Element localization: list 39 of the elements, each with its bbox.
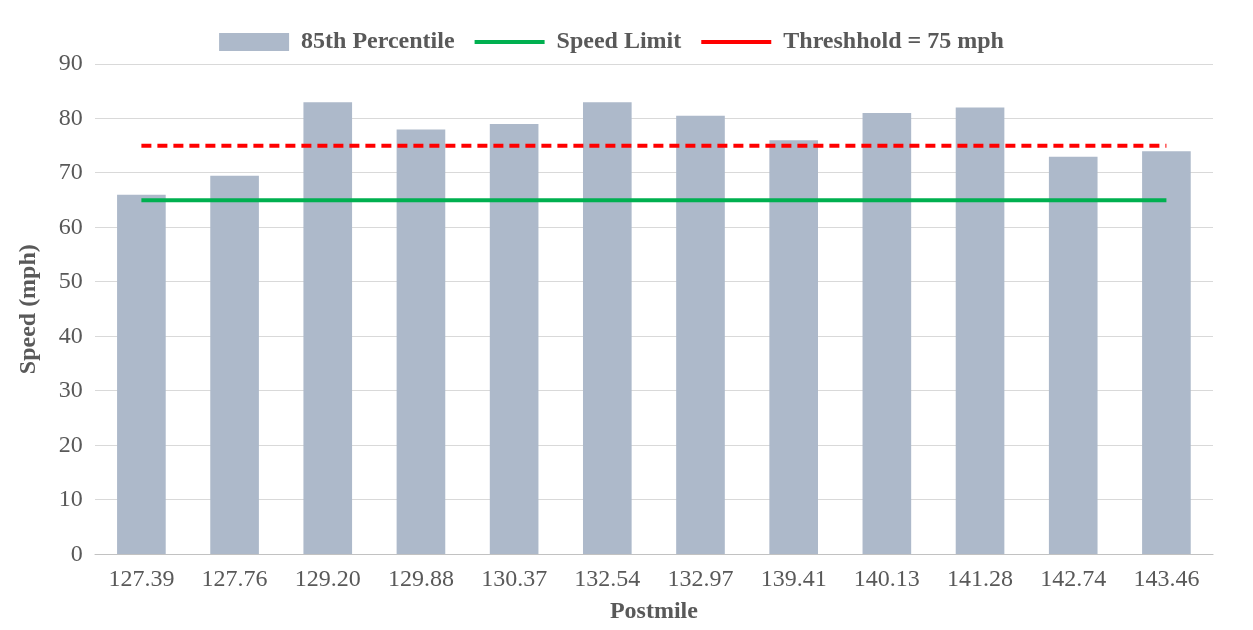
- x-tick-label: 129.88: [387, 565, 454, 592]
- legend-label: 85th Percentile: [301, 27, 455, 54]
- bar: [582, 102, 632, 554]
- x-tick-label: 140.13: [853, 565, 920, 592]
- x-tick-label: 141.28: [947, 565, 1014, 592]
- bar: [676, 115, 725, 554]
- bar: [1048, 156, 1098, 554]
- bar: [1142, 151, 1191, 554]
- y-tick-label: 40: [58, 321, 83, 348]
- x-tick-label: 142.74: [1040, 565, 1107, 592]
- bar: [489, 123, 539, 554]
- x-tick-label: 132.54: [574, 565, 641, 592]
- y-tick-label: 50: [58, 267, 83, 294]
- legend-label: Threshhold = 75 mph: [783, 27, 1004, 54]
- y-tick-label: 80: [58, 103, 83, 130]
- bar: [862, 113, 912, 554]
- bar: [955, 107, 1005, 554]
- bar: [210, 175, 259, 554]
- y-tick-label: 20: [58, 430, 83, 457]
- bar: [303, 102, 353, 554]
- x-axis-title: Postmile: [609, 596, 699, 623]
- y-tick-label: 60: [58, 212, 83, 239]
- y-tick-label: 90: [58, 49, 83, 76]
- y-axis-title: Speed (mph): [13, 244, 40, 375]
- x-tick-label: 127.76: [201, 565, 268, 592]
- bar: [396, 129, 446, 554]
- y-tick-label: 30: [58, 376, 83, 403]
- y-tick-label: 70: [58, 158, 83, 185]
- x-tick-label: 139.41: [760, 565, 827, 592]
- bar: [769, 140, 818, 554]
- legend-label: Speed Limit: [556, 27, 682, 54]
- x-tick-label: 127.39: [108, 565, 175, 592]
- x-tick-label: 129.20: [294, 565, 361, 592]
- bar: [117, 194, 166, 554]
- x-tick-label: 132.97: [667, 565, 734, 592]
- x-tick-label: 130.37: [481, 565, 548, 592]
- x-tick-label: 143.46: [1133, 565, 1200, 592]
- y-tick-label: 0: [70, 539, 83, 566]
- y-tick-label: 10: [58, 485, 83, 512]
